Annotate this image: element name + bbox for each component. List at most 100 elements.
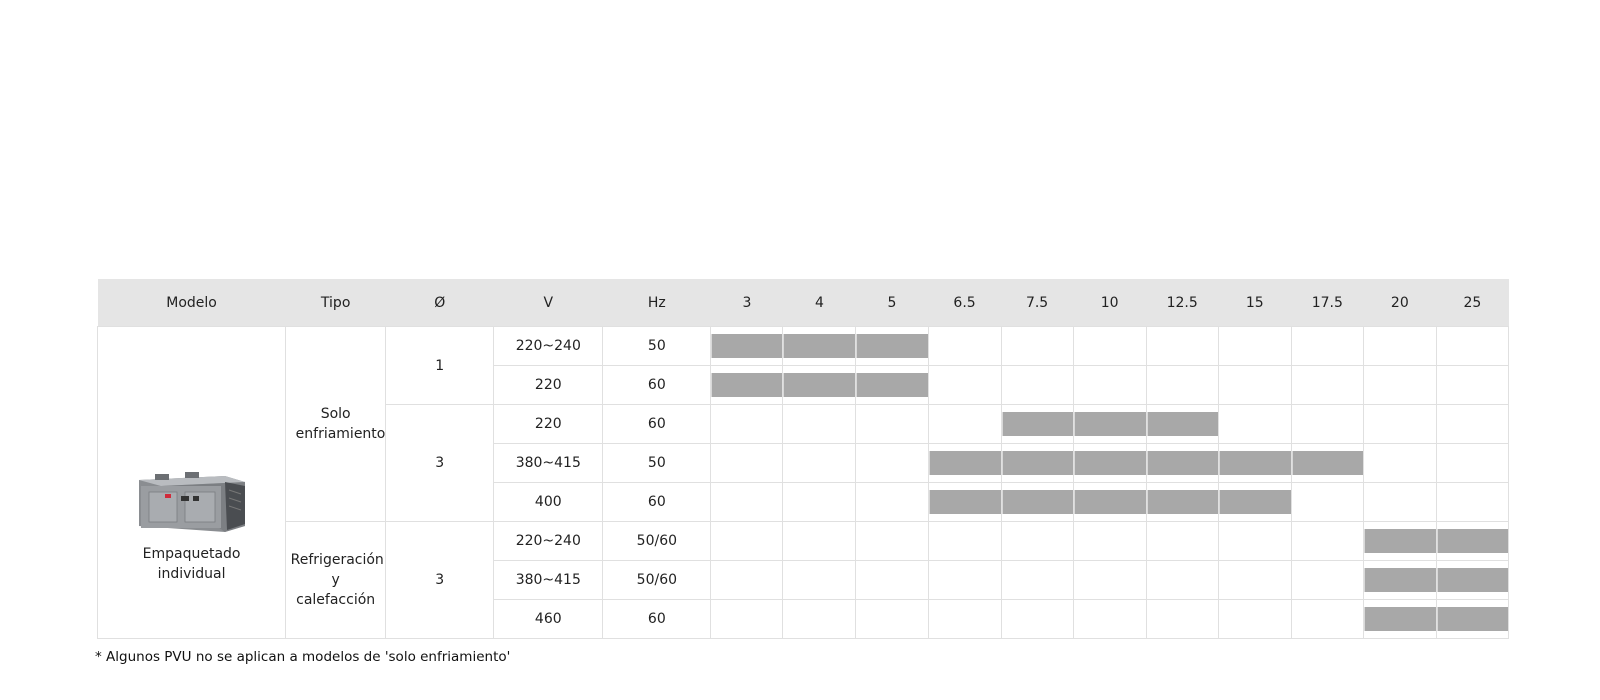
capacity-cell (1000, 326, 1074, 366)
capacity-cell (782, 365, 857, 405)
capacity-bar (856, 334, 928, 358)
capacity-cell (927, 521, 1002, 561)
capacity-cell (1072, 599, 1147, 639)
capacity-cell (1145, 443, 1219, 483)
capacity-cell (927, 560, 1002, 600)
capacity-cell (1362, 560, 1437, 600)
capacity-cell (855, 365, 929, 405)
capacity-cell (1000, 482, 1074, 522)
table-row: 400 60 (98, 482, 1510, 522)
capacity-cell (927, 443, 1002, 483)
capacity-cell (1435, 560, 1510, 600)
phase-cell: 3 (385, 521, 495, 639)
capacity-cell (1000, 560, 1074, 600)
capacity-cell (1072, 560, 1147, 600)
capacity-cell (1290, 599, 1364, 639)
capacity-cell (927, 404, 1002, 444)
capacity-cell (1072, 443, 1147, 483)
packaged-rooftop-unit-image (138, 471, 245, 532)
capacity-bar (1146, 451, 1218, 475)
capacity-cell (855, 560, 929, 600)
capacity-cell (782, 521, 857, 561)
capacity-cell (1290, 404, 1364, 444)
capacity-cell (710, 482, 784, 522)
capacity-cell (1362, 599, 1437, 639)
hz-cell: 50/60 (602, 560, 712, 600)
capacity-cell (1435, 482, 1510, 522)
capacity-bar (1073, 451, 1146, 475)
capacity-cell (710, 521, 784, 561)
capacity-cell (1435, 404, 1510, 444)
capacity-cell (1290, 560, 1364, 600)
capacity-cell (855, 443, 929, 483)
capacity-cell (1145, 326, 1219, 366)
header-phase: Ø (385, 279, 494, 327)
capacity-cell (927, 482, 1002, 522)
capacity-bar (1001, 490, 1073, 514)
header-modelo: Modelo (97, 279, 286, 327)
capacity-cell (782, 443, 857, 483)
capacity-bar (783, 373, 856, 397)
capacity-cell (710, 443, 784, 483)
capacity-cell (782, 599, 857, 639)
capacity-cell (1362, 521, 1437, 561)
capacity-bar (1146, 490, 1218, 514)
voltage-cell: 220 (493, 404, 604, 444)
capacity-bar (1363, 568, 1436, 592)
capacity-bar (1436, 529, 1508, 553)
capacity-cell (1145, 560, 1219, 600)
capacity-cell (710, 404, 784, 444)
header-capacity: 3 (710, 279, 783, 327)
capacity-cell (855, 404, 929, 444)
capacity-cell (1362, 482, 1437, 522)
capacity-cell (1000, 365, 1074, 405)
table-row: 380~415 50 (98, 443, 1510, 483)
capacity-cell (855, 521, 929, 561)
capacity-cell (927, 326, 1002, 366)
capacity-cell (1145, 365, 1219, 405)
capacity-cell (1000, 404, 1074, 444)
header-capacity: 15 (1218, 279, 1292, 327)
capacity-cell (1072, 521, 1147, 561)
capacity-cell (1362, 326, 1437, 366)
capacity-cell (855, 326, 929, 366)
capacity-bar (711, 373, 783, 397)
hz-cell: 60 (602, 482, 712, 522)
capacity-cell (1435, 365, 1510, 405)
capacity-bar (928, 451, 1001, 475)
table-row: Refrigeración y calefacción 3 220~240 50… (98, 521, 1510, 639)
capacity-bar (1001, 451, 1073, 475)
header-row: Modelo Tipo Ø V Hz 3 4 5 6.5 7.5 10 12.5… (97, 279, 1509, 327)
capacity-cell (782, 560, 857, 600)
voltage-cell: 380~415 (493, 443, 604, 483)
voltage-cell: 460 (493, 599, 604, 639)
table-row: 460 60 (98, 599, 1510, 639)
hz-cell: 60 (602, 404, 712, 444)
capacity-cell (927, 365, 1002, 405)
capacity-cell (710, 599, 784, 639)
voltage-cell: 380~415 (493, 560, 604, 600)
capacity-cell (1435, 443, 1510, 483)
capacity-cell (1145, 599, 1219, 639)
phase-cell: 1 (385, 326, 495, 405)
header-capacity: 12.5 (1146, 279, 1219, 327)
capacity-cell (782, 482, 857, 522)
header-capacity: 6.5 (928, 279, 1002, 327)
voltage-cell: 220~240 (493, 521, 604, 561)
capacity-cell (1072, 326, 1147, 366)
header-capacity: 20 (1363, 279, 1437, 327)
voltage-cell: 400 (493, 482, 604, 522)
voltage-cell: 220~240 (493, 326, 604, 366)
capacity-bar (1291, 451, 1363, 475)
capacity-cell (782, 404, 857, 444)
table-row: 380~415 50/60 (98, 560, 1510, 600)
capacity-bar (1218, 490, 1291, 514)
capacity-cell (710, 560, 784, 600)
hz-cell: 50 (602, 326, 712, 366)
capacity-cell (1145, 482, 1219, 522)
model-name: Empaquetado individual (142, 545, 241, 582)
capacity-bar (1363, 607, 1436, 631)
capacity-bar (1436, 568, 1508, 592)
capacity-cell (1290, 365, 1364, 405)
capacity-cell (1217, 521, 1292, 561)
